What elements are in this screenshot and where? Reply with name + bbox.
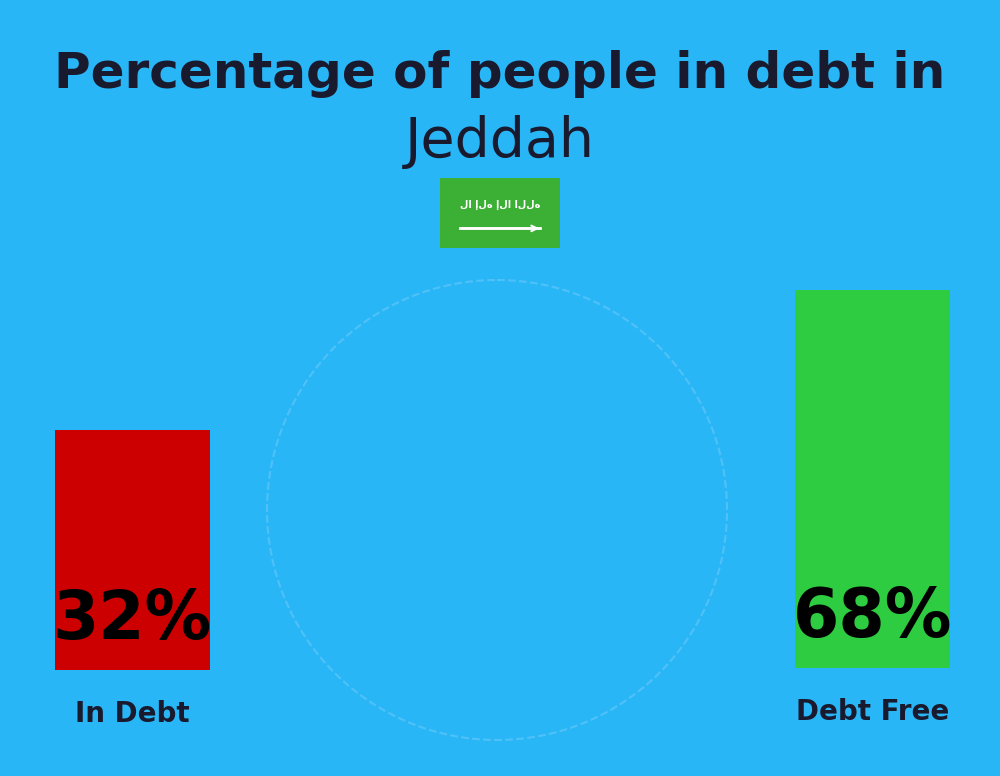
Text: Debt Free: Debt Free — [796, 698, 949, 726]
Text: 32%: 32% — [53, 587, 212, 653]
Text: Percentage of people in debt in: Percentage of people in debt in — [54, 50, 946, 98]
Bar — [55, 430, 210, 670]
Text: Jeddah: Jeddah — [405, 115, 595, 169]
Text: لا إله إلا الله: لا إله إلا الله — [460, 199, 540, 210]
Circle shape — [267, 280, 727, 740]
Text: 68%: 68% — [793, 585, 952, 651]
Bar — [795, 290, 950, 668]
Bar — [440, 178, 560, 248]
Text: In Debt: In Debt — [75, 700, 190, 728]
